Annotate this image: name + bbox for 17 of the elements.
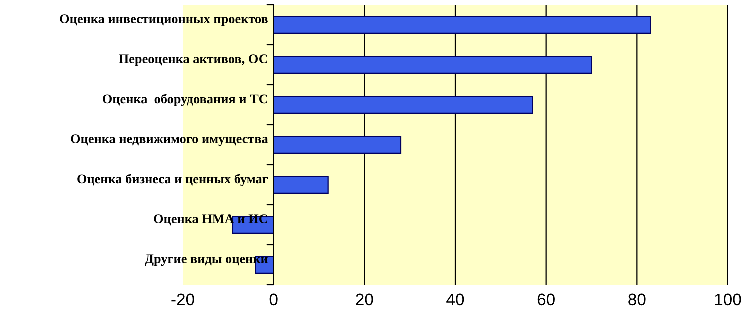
bar [273, 176, 329, 194]
y-tick-label: Оценка недвижимого имущества [71, 134, 268, 146]
x-tick-label: 100 [715, 294, 742, 306]
x-tick-label: 80 [628, 294, 646, 306]
bar [273, 56, 592, 74]
x-tick-label: 60 [538, 294, 555, 306]
bar [273, 96, 534, 114]
bar [273, 16, 652, 34]
x-tick-label: 40 [446, 294, 464, 306]
x-tick-label: 0 [270, 294, 278, 306]
x-tick-label: 20 [356, 294, 374, 306]
y-tick-label: Оценка бизнеса и ценных бумаг [78, 174, 268, 186]
x-tick-label: -20 [172, 294, 194, 306]
y-tick-label: Оценка оборудования и ТС [103, 94, 268, 106]
bar [273, 136, 402, 154]
y-tick-label: Переоценка активов, ОС [119, 54, 268, 66]
y-tick-label: Оценка инвестиционных проектов [60, 14, 268, 26]
